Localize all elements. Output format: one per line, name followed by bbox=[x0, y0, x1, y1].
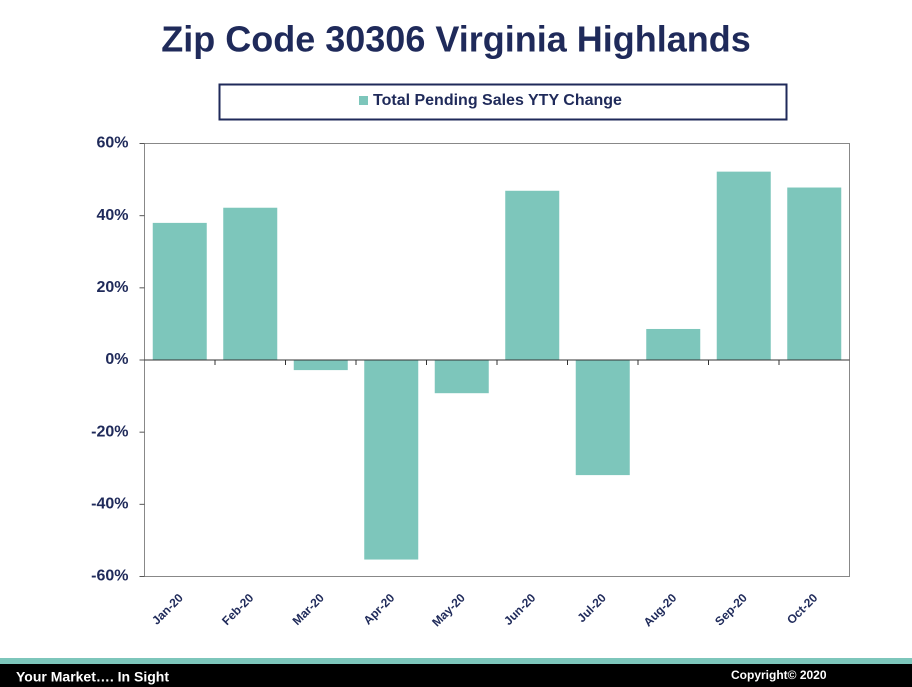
bar bbox=[434, 360, 489, 394]
footer-left: Your Market…. In Sight bbox=[16, 669, 169, 685]
y-tick-label: 40% bbox=[96, 207, 128, 224]
y-tick-label: 20% bbox=[96, 279, 128, 296]
y-tick-label: 0% bbox=[105, 351, 128, 368]
y-tick-label: -60% bbox=[91, 568, 128, 585]
footer-band bbox=[0, 658, 912, 664]
bar bbox=[716, 171, 771, 360]
bar bbox=[152, 222, 207, 360]
footer-right: Copyright© 2020 bbox=[731, 668, 827, 682]
legend-box bbox=[218, 83, 788, 121]
y-tick-label: 60% bbox=[96, 135, 128, 152]
bar bbox=[575, 360, 630, 476]
x-tick-label: May-20 bbox=[429, 590, 468, 629]
legend-label: Total Pending Sales YTY Change bbox=[373, 92, 622, 109]
x-tick-label: Jun-20 bbox=[501, 590, 538, 627]
bar bbox=[293, 360, 348, 371]
x-tick-label: Apr-20 bbox=[361, 590, 398, 627]
x-tick-label: Sep-20 bbox=[712, 590, 750, 628]
bar bbox=[223, 207, 278, 360]
y-tick-label: -20% bbox=[91, 423, 128, 440]
bar bbox=[787, 187, 842, 360]
x-tick-label: Mar-20 bbox=[290, 590, 327, 627]
legend-swatch bbox=[359, 96, 368, 105]
y-tick-label: -40% bbox=[91, 496, 128, 513]
bar bbox=[364, 360, 419, 560]
bar bbox=[646, 328, 701, 360]
chart-title: Zip Code 30306 Virginia Highlands bbox=[161, 19, 750, 60]
x-tick-label: Oct-20 bbox=[784, 590, 821, 627]
x-tick-label: Feb-20 bbox=[219, 590, 256, 627]
x-tick-label: Jan-20 bbox=[149, 590, 186, 627]
x-tick-label: Jul-20 bbox=[574, 590, 609, 625]
bar bbox=[505, 190, 560, 360]
x-tick-label: Aug-20 bbox=[641, 590, 680, 629]
footer-bar bbox=[0, 664, 912, 687]
